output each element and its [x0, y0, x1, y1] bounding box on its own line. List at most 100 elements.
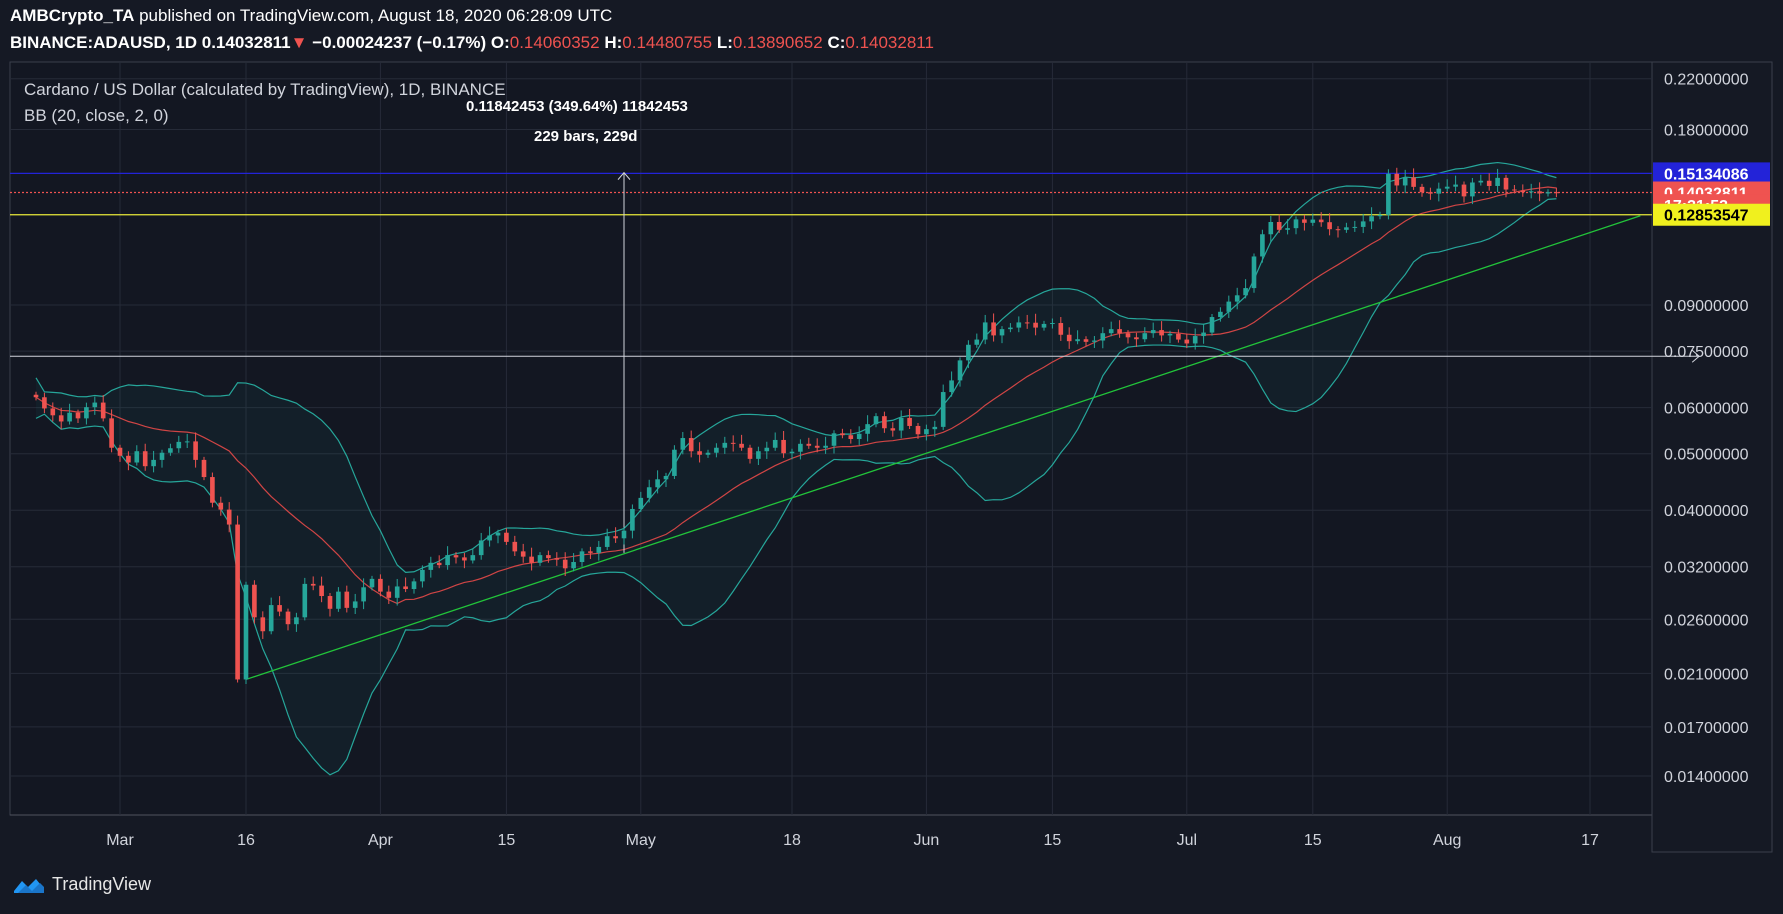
candle-body	[932, 426, 938, 430]
candle-body	[411, 581, 417, 590]
x-tick-label: Apr	[368, 832, 394, 849]
candle-body	[865, 424, 870, 434]
candle-body	[100, 402, 106, 419]
candle-body	[798, 443, 803, 452]
candle-body	[134, 451, 140, 463]
candle-body	[714, 447, 719, 453]
high-value: 0.14480755	[622, 33, 713, 52]
candle-body	[999, 329, 1005, 336]
open-value: 0.14060352	[509, 33, 600, 52]
x-tick-label: 15	[1044, 832, 1062, 849]
candle-body	[604, 536, 610, 547]
candle-body	[1411, 177, 1416, 187]
change-value: −0.00024237 (−0.17%)	[312, 33, 487, 52]
candle-body	[302, 583, 308, 618]
candle-body	[403, 586, 408, 590]
tradingview-brand[interactable]: TradingView	[12, 874, 151, 895]
candle-body	[688, 438, 694, 452]
candle-body	[562, 559, 568, 569]
candle-body	[940, 392, 946, 427]
candle-body	[898, 417, 904, 431]
x-tick-label: 16	[237, 832, 255, 849]
open-label: O:	[490, 33, 510, 52]
indicator-legend[interactable]: BB (20, close, 2, 0)	[24, 106, 169, 125]
candle-body	[1318, 219, 1324, 223]
candle-body	[621, 530, 627, 539]
x-tick-label: 18	[783, 832, 801, 849]
resistance-price-tag: 0.15134086	[1653, 162, 1770, 185]
y-tick-label: 0.03200000	[1664, 560, 1749, 577]
candle-body	[1461, 184, 1467, 197]
candle-body	[814, 445, 820, 448]
candle-body	[1554, 192, 1559, 194]
x-tick-label: Aug	[1433, 832, 1461, 849]
candle-body	[982, 322, 988, 340]
candle-body	[823, 445, 828, 448]
candle-body	[806, 443, 812, 446]
low-value: 0.13890652	[732, 33, 823, 52]
y-tick-label: 0.01700000	[1664, 720, 1749, 737]
candle-body	[243, 584, 249, 680]
candle-body	[168, 448, 173, 453]
candle-body	[1503, 177, 1509, 190]
candle-body	[1159, 330, 1164, 336]
candle-body	[1243, 288, 1248, 296]
candle-body	[1386, 173, 1391, 215]
candle-body	[201, 459, 207, 478]
author-name[interactable]: AMBCrypto_TA	[10, 6, 135, 25]
candle-body	[33, 394, 39, 398]
candle-body	[1528, 191, 1534, 193]
candle-body	[352, 601, 358, 608]
candle-body	[495, 532, 501, 536]
candle-body	[697, 451, 702, 455]
candle-body	[1344, 227, 1349, 230]
candle-body	[596, 546, 602, 553]
candle-body	[579, 551, 585, 563]
candle-body	[1268, 222, 1274, 235]
candle-body	[378, 578, 383, 592]
candle-body	[453, 555, 459, 558]
candle-body	[974, 339, 980, 345]
bb-upper-band	[35, 161, 1557, 573]
candle-body	[1184, 339, 1190, 344]
candle-body	[1478, 180, 1484, 183]
candle-body	[176, 441, 182, 449]
candle-body	[1142, 333, 1148, 340]
candle-body	[991, 322, 996, 336]
candle-body	[1545, 192, 1551, 194]
candle-body	[1360, 221, 1366, 227]
candle-body	[554, 558, 560, 560]
candle-body	[663, 475, 669, 480]
candle-body	[1419, 186, 1425, 193]
candle-body	[546, 555, 551, 559]
candle-body	[184, 441, 190, 443]
candle-body	[646, 487, 652, 498]
candle-body	[92, 402, 98, 408]
candle-body	[705, 452, 711, 455]
candle-body	[1075, 339, 1080, 342]
candle-body	[1394, 173, 1400, 186]
candle-body	[1234, 295, 1240, 302]
candle-body	[1218, 311, 1223, 318]
candle-body	[361, 587, 366, 602]
candle-body	[285, 611, 291, 625]
bb-fill	[36, 162, 1557, 775]
change-arrow-icon: ▼	[290, 33, 308, 52]
candle-body	[1167, 333, 1173, 336]
candle-body	[1260, 234, 1265, 257]
candle-body	[235, 524, 240, 680]
chart-title: Cardano / US Dollar (calculated by Tradi…	[24, 80, 506, 99]
candle-body	[1352, 226, 1358, 228]
candle-body	[840, 433, 845, 436]
candle-body	[772, 439, 778, 448]
candle-body	[1369, 216, 1374, 222]
price-tag-bg	[1653, 162, 1770, 185]
candle-body	[327, 596, 333, 609]
candle-body	[1134, 337, 1139, 340]
x-tick-label: Mar	[106, 832, 134, 849]
candle-body	[1209, 317, 1215, 333]
support-price-tag: 0.12853547	[1653, 203, 1770, 226]
candle-body	[655, 479, 660, 488]
y-tick-label: 0.22000000	[1664, 72, 1749, 89]
